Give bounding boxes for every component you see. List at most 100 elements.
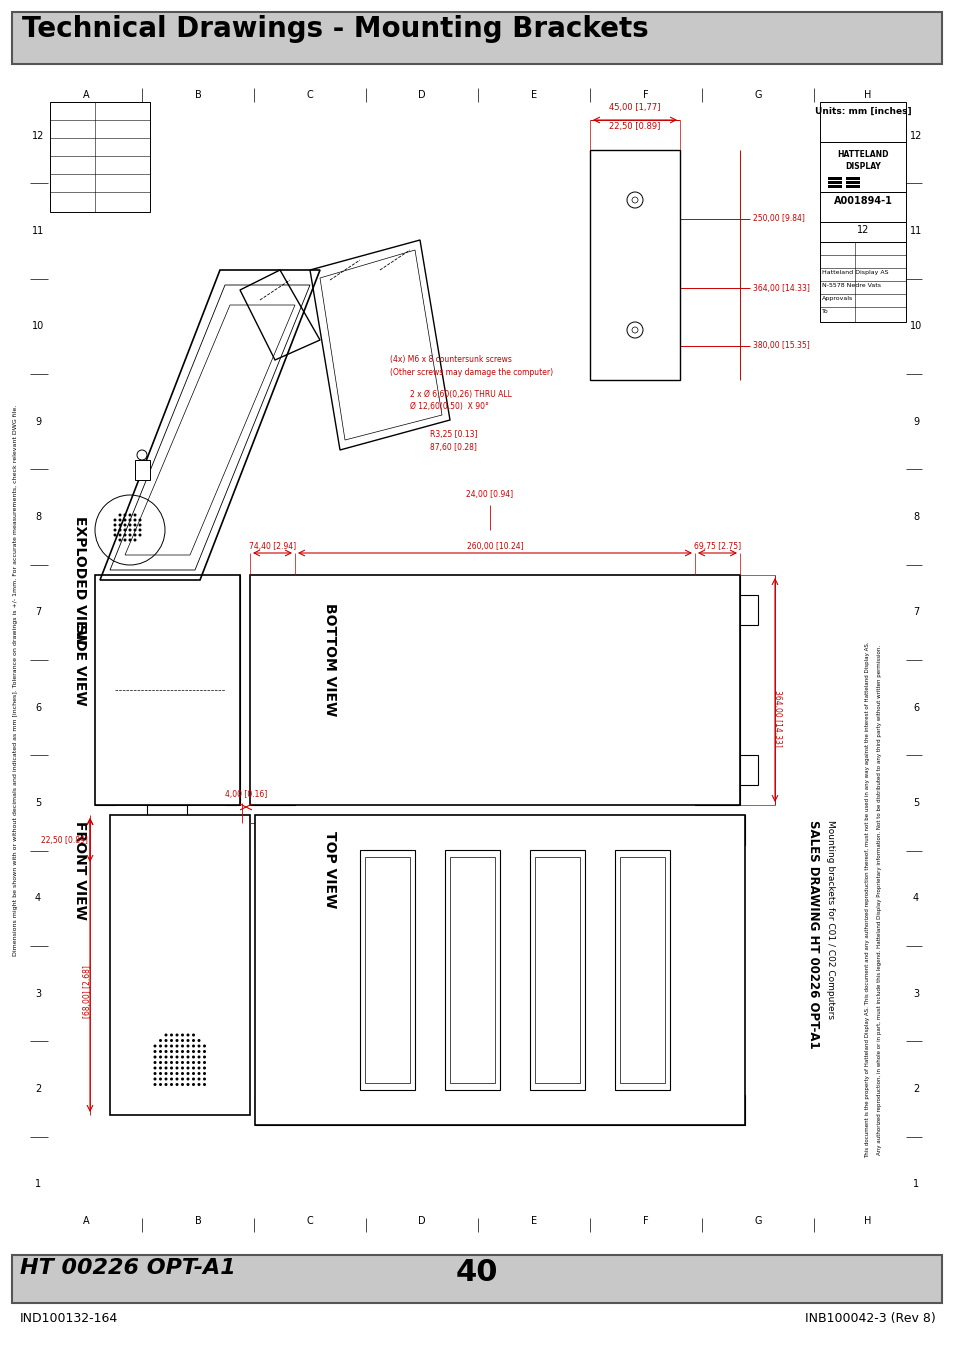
Circle shape <box>113 518 116 521</box>
Circle shape <box>192 1072 194 1075</box>
Circle shape <box>153 1050 156 1053</box>
Text: 364,00 [14.33]: 364,00 [14.33] <box>773 690 781 747</box>
Circle shape <box>129 533 132 536</box>
Circle shape <box>192 1040 194 1042</box>
Text: Units: mm [inches]: Units: mm [inches] <box>814 107 910 116</box>
Circle shape <box>153 1045 156 1048</box>
Bar <box>845 185 859 188</box>
Text: 69,75 [2.75]: 69,75 [2.75] <box>693 541 740 551</box>
Circle shape <box>186 1034 190 1037</box>
Text: C: C <box>306 90 313 100</box>
Bar <box>644 1100 704 1120</box>
Text: C: C <box>306 1216 313 1226</box>
Circle shape <box>164 1083 168 1085</box>
Circle shape <box>170 1056 172 1058</box>
Circle shape <box>197 1050 200 1053</box>
Circle shape <box>153 1061 156 1064</box>
Text: B: B <box>194 1216 201 1226</box>
Circle shape <box>197 1056 200 1058</box>
Text: Technical Drawings - Mounting Brackets: Technical Drawings - Mounting Brackets <box>22 15 648 43</box>
Circle shape <box>186 1040 190 1042</box>
Circle shape <box>203 1083 206 1085</box>
Text: SALES DRAWING HT 00226 OPT-A1: SALES DRAWING HT 00226 OPT-A1 <box>806 819 820 1049</box>
Circle shape <box>153 1077 156 1080</box>
Circle shape <box>203 1045 206 1048</box>
Circle shape <box>170 1077 172 1080</box>
Text: 6: 6 <box>912 702 918 713</box>
Circle shape <box>164 1061 168 1064</box>
Circle shape <box>197 1061 200 1064</box>
Text: HT 00226 OPT-A1: HT 00226 OPT-A1 <box>20 1258 235 1278</box>
Text: To: To <box>821 309 828 315</box>
Bar <box>820 242 905 323</box>
Bar <box>48 103 905 1230</box>
Circle shape <box>129 528 132 532</box>
Circle shape <box>181 1045 184 1048</box>
Circle shape <box>192 1061 194 1064</box>
Circle shape <box>159 1056 162 1058</box>
Bar <box>95 575 240 587</box>
Text: This document is the property of Hatteland Display AS. This document and any aut: This document is the property of Hattela… <box>864 641 869 1158</box>
Bar <box>50 103 150 212</box>
Circle shape <box>118 524 121 527</box>
Text: E: E <box>531 90 537 100</box>
Circle shape <box>113 528 116 532</box>
Text: B: B <box>194 90 201 100</box>
Bar <box>827 177 841 180</box>
Circle shape <box>138 524 141 527</box>
Bar <box>285 819 345 840</box>
Text: 4: 4 <box>912 894 918 903</box>
Text: IND100132-164: IND100132-164 <box>20 1312 118 1324</box>
Circle shape <box>123 539 127 541</box>
Circle shape <box>113 524 116 527</box>
Circle shape <box>133 533 136 536</box>
Circle shape <box>170 1045 172 1048</box>
Circle shape <box>164 1045 168 1048</box>
Text: TOP VIEW: TOP VIEW <box>323 832 336 909</box>
Bar <box>12 1256 941 1303</box>
Circle shape <box>118 518 121 521</box>
Text: A: A <box>83 90 90 100</box>
Bar <box>170 832 190 842</box>
Text: 10: 10 <box>31 321 44 331</box>
Text: 364,00 [14.33]: 364,00 [14.33] <box>752 284 809 293</box>
Bar <box>444 850 499 1089</box>
Bar <box>254 815 744 1125</box>
Circle shape <box>170 1050 172 1053</box>
Circle shape <box>159 1077 162 1080</box>
Circle shape <box>133 518 136 521</box>
Bar <box>740 755 758 784</box>
Text: (Other screws may damage the computer): (Other screws may damage the computer) <box>390 369 553 377</box>
Circle shape <box>133 513 136 517</box>
Circle shape <box>186 1050 190 1053</box>
Circle shape <box>129 524 132 527</box>
Circle shape <box>181 1072 184 1075</box>
Circle shape <box>186 1072 190 1075</box>
Circle shape <box>186 1045 190 1048</box>
Text: F: F <box>642 90 648 100</box>
Text: 2: 2 <box>912 1084 918 1094</box>
Circle shape <box>181 1083 184 1085</box>
Text: 4,00 [0.16]: 4,00 [0.16] <box>225 790 267 799</box>
Circle shape <box>164 1034 168 1037</box>
Bar <box>450 857 495 1083</box>
Circle shape <box>192 1077 194 1080</box>
Text: 8: 8 <box>912 512 918 522</box>
Bar <box>225 575 240 805</box>
Text: 5: 5 <box>912 798 918 809</box>
Text: 8: 8 <box>35 512 41 522</box>
Circle shape <box>175 1061 178 1064</box>
Text: H: H <box>863 90 871 100</box>
Bar <box>820 192 905 221</box>
Circle shape <box>159 1050 162 1053</box>
Circle shape <box>181 1040 184 1042</box>
Circle shape <box>197 1072 200 1075</box>
Bar <box>294 583 695 796</box>
Circle shape <box>203 1072 206 1075</box>
Circle shape <box>164 1077 168 1080</box>
Text: R3,25 [0.13]: R3,25 [0.13] <box>430 431 477 439</box>
Circle shape <box>170 1040 172 1042</box>
Bar <box>254 815 744 845</box>
Circle shape <box>153 1056 156 1058</box>
Circle shape <box>159 1066 162 1069</box>
